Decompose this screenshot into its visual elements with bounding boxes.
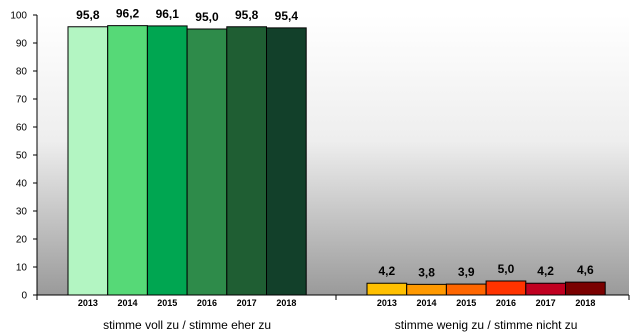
data-label: 95,4 [275, 9, 299, 23]
y-axis: 0 10 20 30 40 50 60 70 80 90 100 [10, 11, 38, 302]
x-tick-label: 2017 [536, 298, 556, 308]
x-tick-label: 2018 [575, 298, 595, 308]
bar [226, 26, 268, 296]
bar [525, 282, 566, 296]
x-tick-label: 2013 [377, 298, 397, 308]
x-tick-label: 2015 [456, 298, 476, 308]
bar [266, 27, 307, 296]
y-tick-label: 90 [16, 39, 28, 50]
bar-group: 95,8 96,2 96,1 95,0 95,8 95,4 [67, 7, 307, 296]
data-label: 96,1 [156, 7, 180, 21]
bars: 95,8 96,2 96,1 95,0 95,8 95,44,2 3,8 3,9 5,0 4,2 4… [67, 7, 606, 296]
bar-group: 4,2 3,8 3,9 5,0 4,2 4,6 [366, 262, 606, 296]
data-label: 5,0 [498, 262, 515, 276]
bar [146, 25, 188, 296]
y-tick-label: 40 [16, 179, 28, 190]
bar [67, 26, 109, 296]
data-label: 4,2 [537, 264, 554, 278]
x-tick-label: 2014 [118, 298, 138, 308]
data-label: 3,9 [458, 265, 475, 279]
x-tick-label: 2018 [276, 298, 296, 308]
x-tick-label: 2013 [78, 298, 98, 308]
y-tick-label: 60 [16, 123, 28, 134]
data-label: 3,8 [418, 265, 435, 279]
x-axis: 2013 2014 2015 2016 2017 2018 stimme voll zu /… [36, 294, 630, 332]
bar [366, 282, 408, 296]
y-tick-label: 20 [16, 235, 28, 246]
bar [406, 283, 447, 296]
bar [445, 283, 487, 296]
x-tick-label: 2015 [157, 298, 177, 308]
bar [565, 281, 606, 296]
y-tick-label: 50 [16, 151, 28, 162]
data-label: 4,6 [577, 263, 594, 277]
bar [186, 28, 228, 296]
group-label: stimme wenig zu / stimme nicht zu [395, 318, 578, 332]
x-tick-label: 2016 [197, 298, 217, 308]
data-label: 96,2 [116, 7, 140, 21]
y-tick-label: 10 [16, 263, 28, 274]
bar [485, 280, 527, 296]
y-tick-label: 80 [16, 67, 28, 78]
data-label: 4,2 [379, 264, 396, 278]
x-tick-label: 2014 [417, 298, 437, 308]
data-label: 95,8 [76, 8, 100, 22]
x-tick-label: 2016 [496, 298, 516, 308]
x-tick-label: 2017 [237, 298, 257, 308]
y-tick-label: 70 [16, 95, 28, 106]
data-label: 95,8 [235, 8, 259, 22]
bar [107, 25, 148, 296]
y-tick-label: 100 [10, 11, 27, 22]
y-tick-label: 30 [16, 207, 28, 218]
group-label: stimme voll zu / stimme eher zu [103, 318, 271, 332]
y-tick-label: 0 [21, 291, 27, 302]
data-label: 95,0 [195, 10, 219, 24]
